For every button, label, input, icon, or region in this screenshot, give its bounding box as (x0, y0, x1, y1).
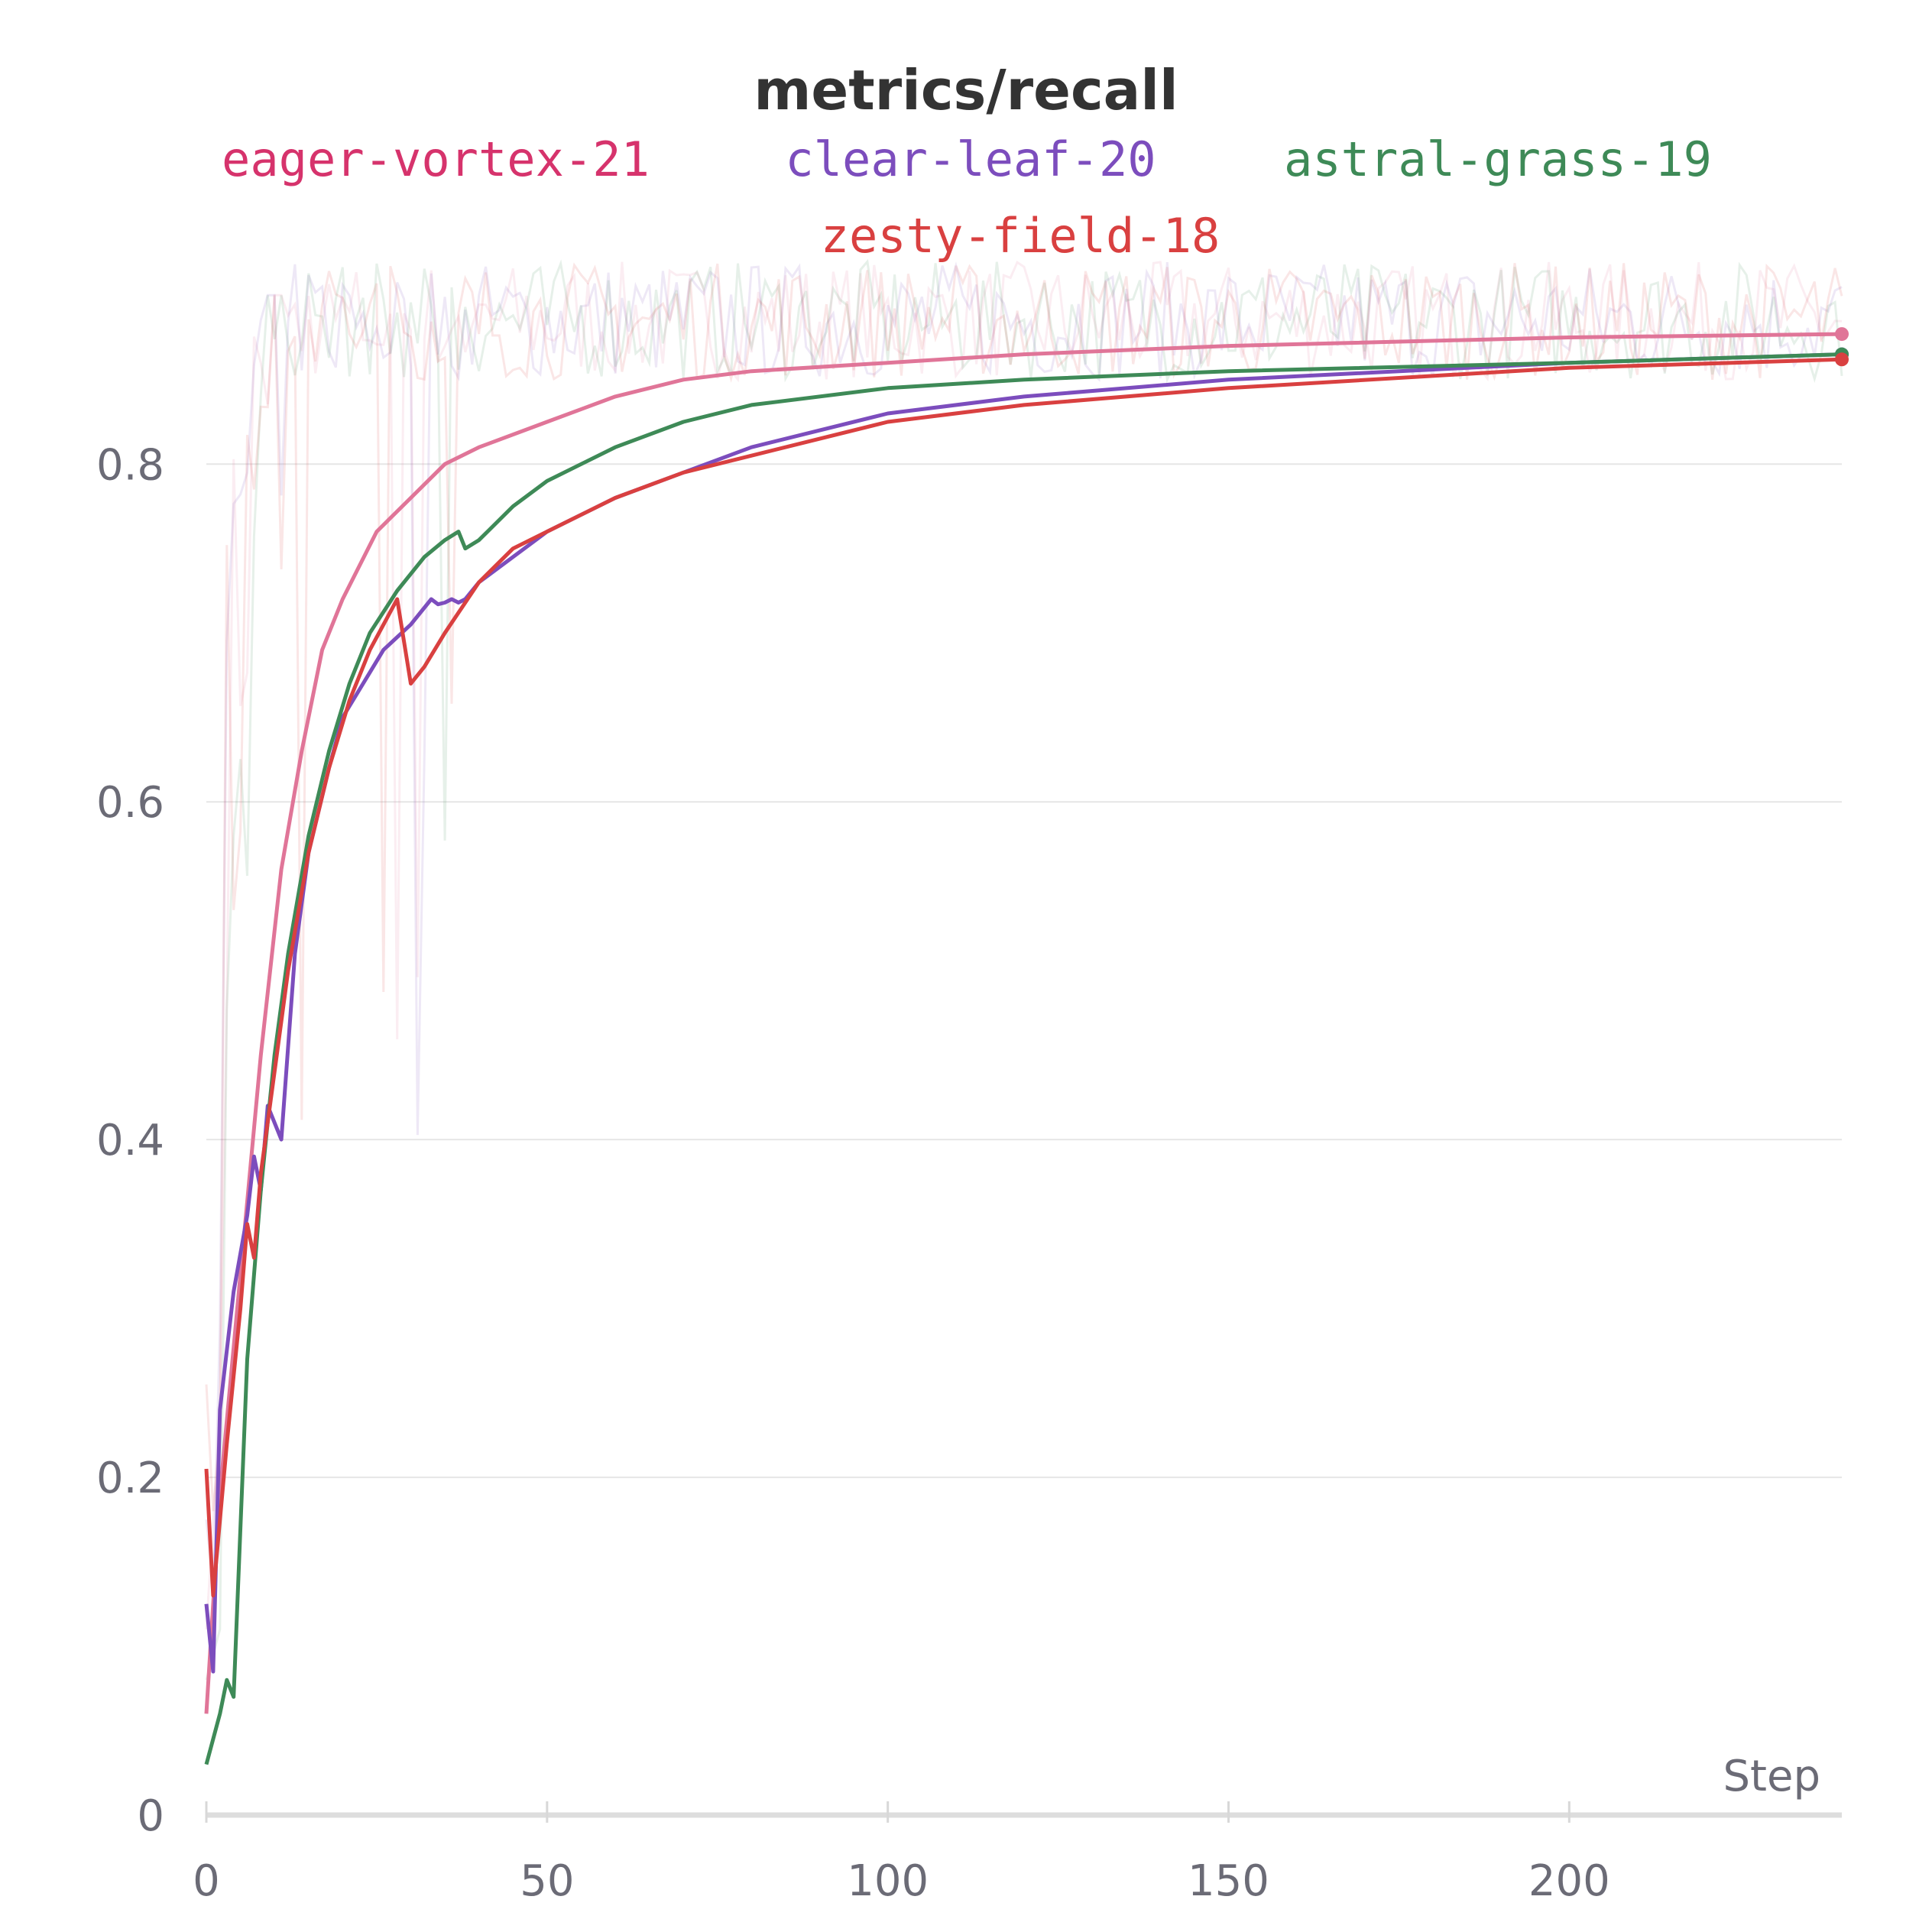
x-tick-label: 200 (1528, 1856, 1610, 1906)
series-end-point-eager-vortex-21[interactable] (1835, 327, 1849, 342)
series-line-astral-grass-19[interactable] (204, 352, 1843, 1765)
raw-trace-astral-grass-19 (205, 258, 1843, 1681)
legend-entry-astral-grass-19[interactable]: astral-grass-19 (1284, 131, 1712, 187)
raw-trace-zesty-field-18 (205, 262, 1843, 1512)
legend-entry-zesty-field-18[interactable]: zesty-field-18 (821, 208, 1220, 264)
raw-trace-clear-leaf-20 (205, 261, 1843, 1587)
axes: 0 0.2 0.4 0.6 0.8 0 50 100 150 200 (96, 440, 1842, 1906)
series-line-zesty-field-18[interactable] (204, 357, 1843, 1598)
series-lines (204, 327, 1849, 1765)
x-tick-label: 0 (193, 1856, 220, 1906)
x-axis-label: Step (1723, 1752, 1820, 1801)
legend-entry-clear-leaf-20[interactable]: clear-leaf-20 (785, 131, 1156, 187)
chart-title: metrics/recall (754, 58, 1178, 122)
raw-trace-eager-vortex-21 (205, 260, 1843, 1629)
y-tick-label: 0.6 (96, 778, 164, 828)
y-tick-label: 0.8 (96, 440, 164, 490)
series-line-clear-leaf-20[interactable] (204, 352, 1843, 1674)
y-tick-label: 0.2 (96, 1454, 164, 1503)
y-tick-label: 0.4 (96, 1116, 164, 1165)
series-end-point-zesty-field-18[interactable] (1835, 352, 1849, 367)
x-tick-label: 50 (520, 1856, 574, 1906)
series-line-eager-vortex-21[interactable] (204, 332, 1843, 1714)
grid-lines (206, 463, 1842, 1479)
legend-entry-eager-vortex-21[interactable]: eager-vortex-21 (222, 131, 650, 187)
y-tick-label: 0 (137, 1791, 164, 1841)
legend: eager-vortex-21 clear-leaf-20 astral-grass… (222, 131, 1712, 264)
x-tick-label: 150 (1188, 1856, 1269, 1906)
raw-data-traces (205, 258, 1843, 1681)
x-tick-label: 100 (847, 1856, 929, 1906)
